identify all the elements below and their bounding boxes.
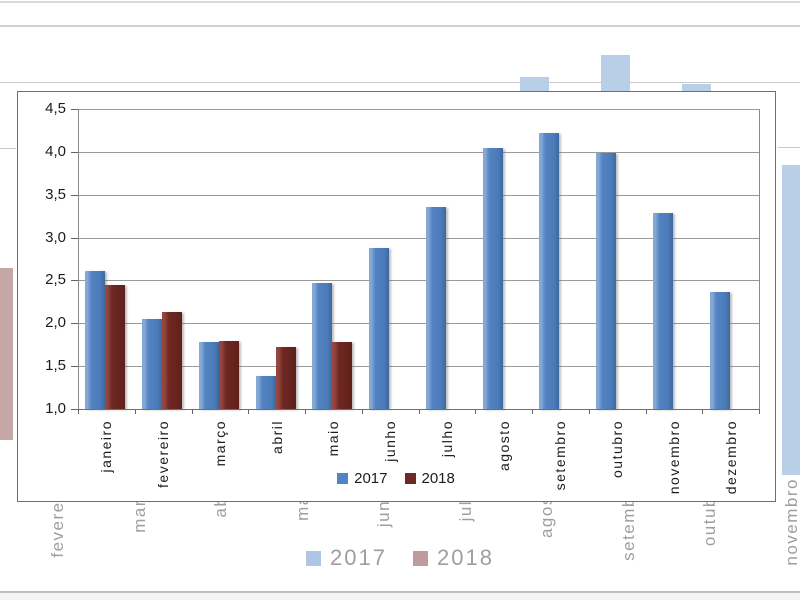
- background-bar-2018-janeiro: [0, 268, 13, 440]
- bar-2017-fevereiro[interactable]: [142, 319, 162, 409]
- category-axis-tick: [135, 409, 136, 414]
- window-bottom-band: [0, 593, 800, 600]
- value-axis-tick: [71, 195, 78, 196]
- bar-2018-maio[interactable]: [332, 342, 352, 409]
- category-axis-tick: [362, 409, 363, 414]
- gridline: [78, 195, 759, 196]
- background-bar-2017-outubro: [682, 84, 711, 93]
- background-gridline: [0, 1, 800, 3]
- bar-2017-janeiro[interactable]: [85, 271, 105, 409]
- bar-2018-abril[interactable]: [276, 347, 296, 409]
- value-axis-tick-label: 3,5: [45, 186, 66, 203]
- bar-2017-agosto[interactable]: [483, 148, 503, 409]
- plot-right-border: [759, 109, 760, 409]
- window-bottom-divider: [0, 591, 800, 593]
- value-axis-tick-label: 3,0: [45, 229, 66, 246]
- background-gridline: [0, 82, 800, 83]
- bar-2017-novembro[interactable]: [653, 213, 673, 409]
- value-axis-tick: [71, 366, 78, 367]
- legend-item-2018[interactable]: 2018: [404, 469, 455, 487]
- category-label-agosto: agosto: [496, 420, 512, 472]
- background-gridline: [0, 25, 800, 27]
- category-label-abril: abril: [269, 420, 285, 454]
- legend-item-2017[interactable]: 2017: [337, 469, 388, 487]
- value-axis-tick: [71, 323, 78, 324]
- value-axis-tick-label: 4,5: [45, 100, 66, 117]
- category-axis-tick: [646, 409, 647, 414]
- category-axis-tick: [305, 409, 306, 414]
- value-axis-tick: [71, 238, 78, 239]
- value-axis-line: [78, 109, 79, 409]
- category-label-março: março: [212, 420, 228, 467]
- value-axis-tick-label: 2,5: [45, 271, 66, 288]
- background-bar-2017-setembro: [601, 55, 630, 93]
- legend-label: 2017: [330, 545, 387, 570]
- bar-2017-maio[interactable]: [312, 283, 332, 409]
- legend-label: 2018: [421, 469, 455, 487]
- bar-2017-junho[interactable]: [369, 248, 389, 409]
- value-axis-tick: [71, 409, 78, 410]
- legend-label: 2018: [437, 545, 494, 570]
- chart-object[interactable]: janeiro fevereiro março abril maio junho julho…: [17, 91, 776, 502]
- bar-2018-janeiro[interactable]: [105, 285, 125, 409]
- bar-2018-março[interactable]: [219, 341, 239, 409]
- category-label-janeiro: janeiro: [98, 420, 114, 473]
- gridline: [78, 409, 759, 410]
- value-axis-tick-label: 4,0: [45, 143, 66, 160]
- background-gridline: [778, 147, 800, 148]
- bar-2017-outubro[interactable]: [596, 153, 616, 409]
- value-axis-tick: [71, 280, 78, 281]
- value-axis-tick-label: 1,0: [45, 400, 66, 417]
- gridline: [78, 280, 759, 281]
- value-axis-tick-label: 1,5: [45, 357, 66, 374]
- bar-2017-julho[interactable]: [426, 207, 446, 409]
- category-axis-tick: [759, 409, 760, 414]
- background-legend-2018: 2018: [413, 545, 494, 571]
- category-axis-tick: [702, 409, 703, 414]
- value-axis-tick: [71, 109, 78, 110]
- gridline: [78, 238, 759, 239]
- category-label-maio: maio: [325, 420, 341, 457]
- category-axis-tick: [419, 409, 420, 414]
- legend-swatch-2018: [404, 472, 416, 484]
- bar-2017-setembro[interactable]: [539, 133, 559, 409]
- category-axis-tick: [248, 409, 249, 414]
- category-label-junho: junho: [382, 420, 398, 462]
- background-bar-2017-agosto: [520, 77, 549, 93]
- background-bar-2017-novembro: [782, 165, 800, 475]
- gridline: [78, 109, 759, 110]
- category-label-julho: julho: [439, 420, 455, 458]
- bar-2017-março[interactable]: [199, 342, 219, 409]
- background-gridline: [0, 148, 16, 149]
- chart-legend[interactable]: 2017 2018: [18, 468, 774, 488]
- bar-2017-dezembro[interactable]: [710, 292, 730, 409]
- gridline: [78, 323, 759, 324]
- gridline: [78, 366, 759, 367]
- category-axis-tick: [589, 409, 590, 414]
- value-axis-tick: [71, 152, 78, 153]
- value-axis-tick-label: 2,0: [45, 314, 66, 331]
- legend-swatch-2017: [337, 472, 349, 484]
- category-axis-tick: [192, 409, 193, 414]
- bar-2017-abril[interactable]: [256, 376, 276, 409]
- bar-2018-fevereiro[interactable]: [162, 312, 182, 409]
- gridline: [78, 152, 759, 153]
- background-legend-2017: 2017: [306, 545, 387, 571]
- legend-swatch-2017-faded: [306, 550, 322, 566]
- legend-swatch-2018-faded: [413, 550, 428, 566]
- background-legend: 2017 2018: [0, 543, 800, 573]
- category-axis-tick: [475, 409, 476, 414]
- category-axis-tick: [532, 409, 533, 414]
- legend-label: 2017: [354, 469, 388, 487]
- category-axis-tick: [78, 409, 79, 414]
